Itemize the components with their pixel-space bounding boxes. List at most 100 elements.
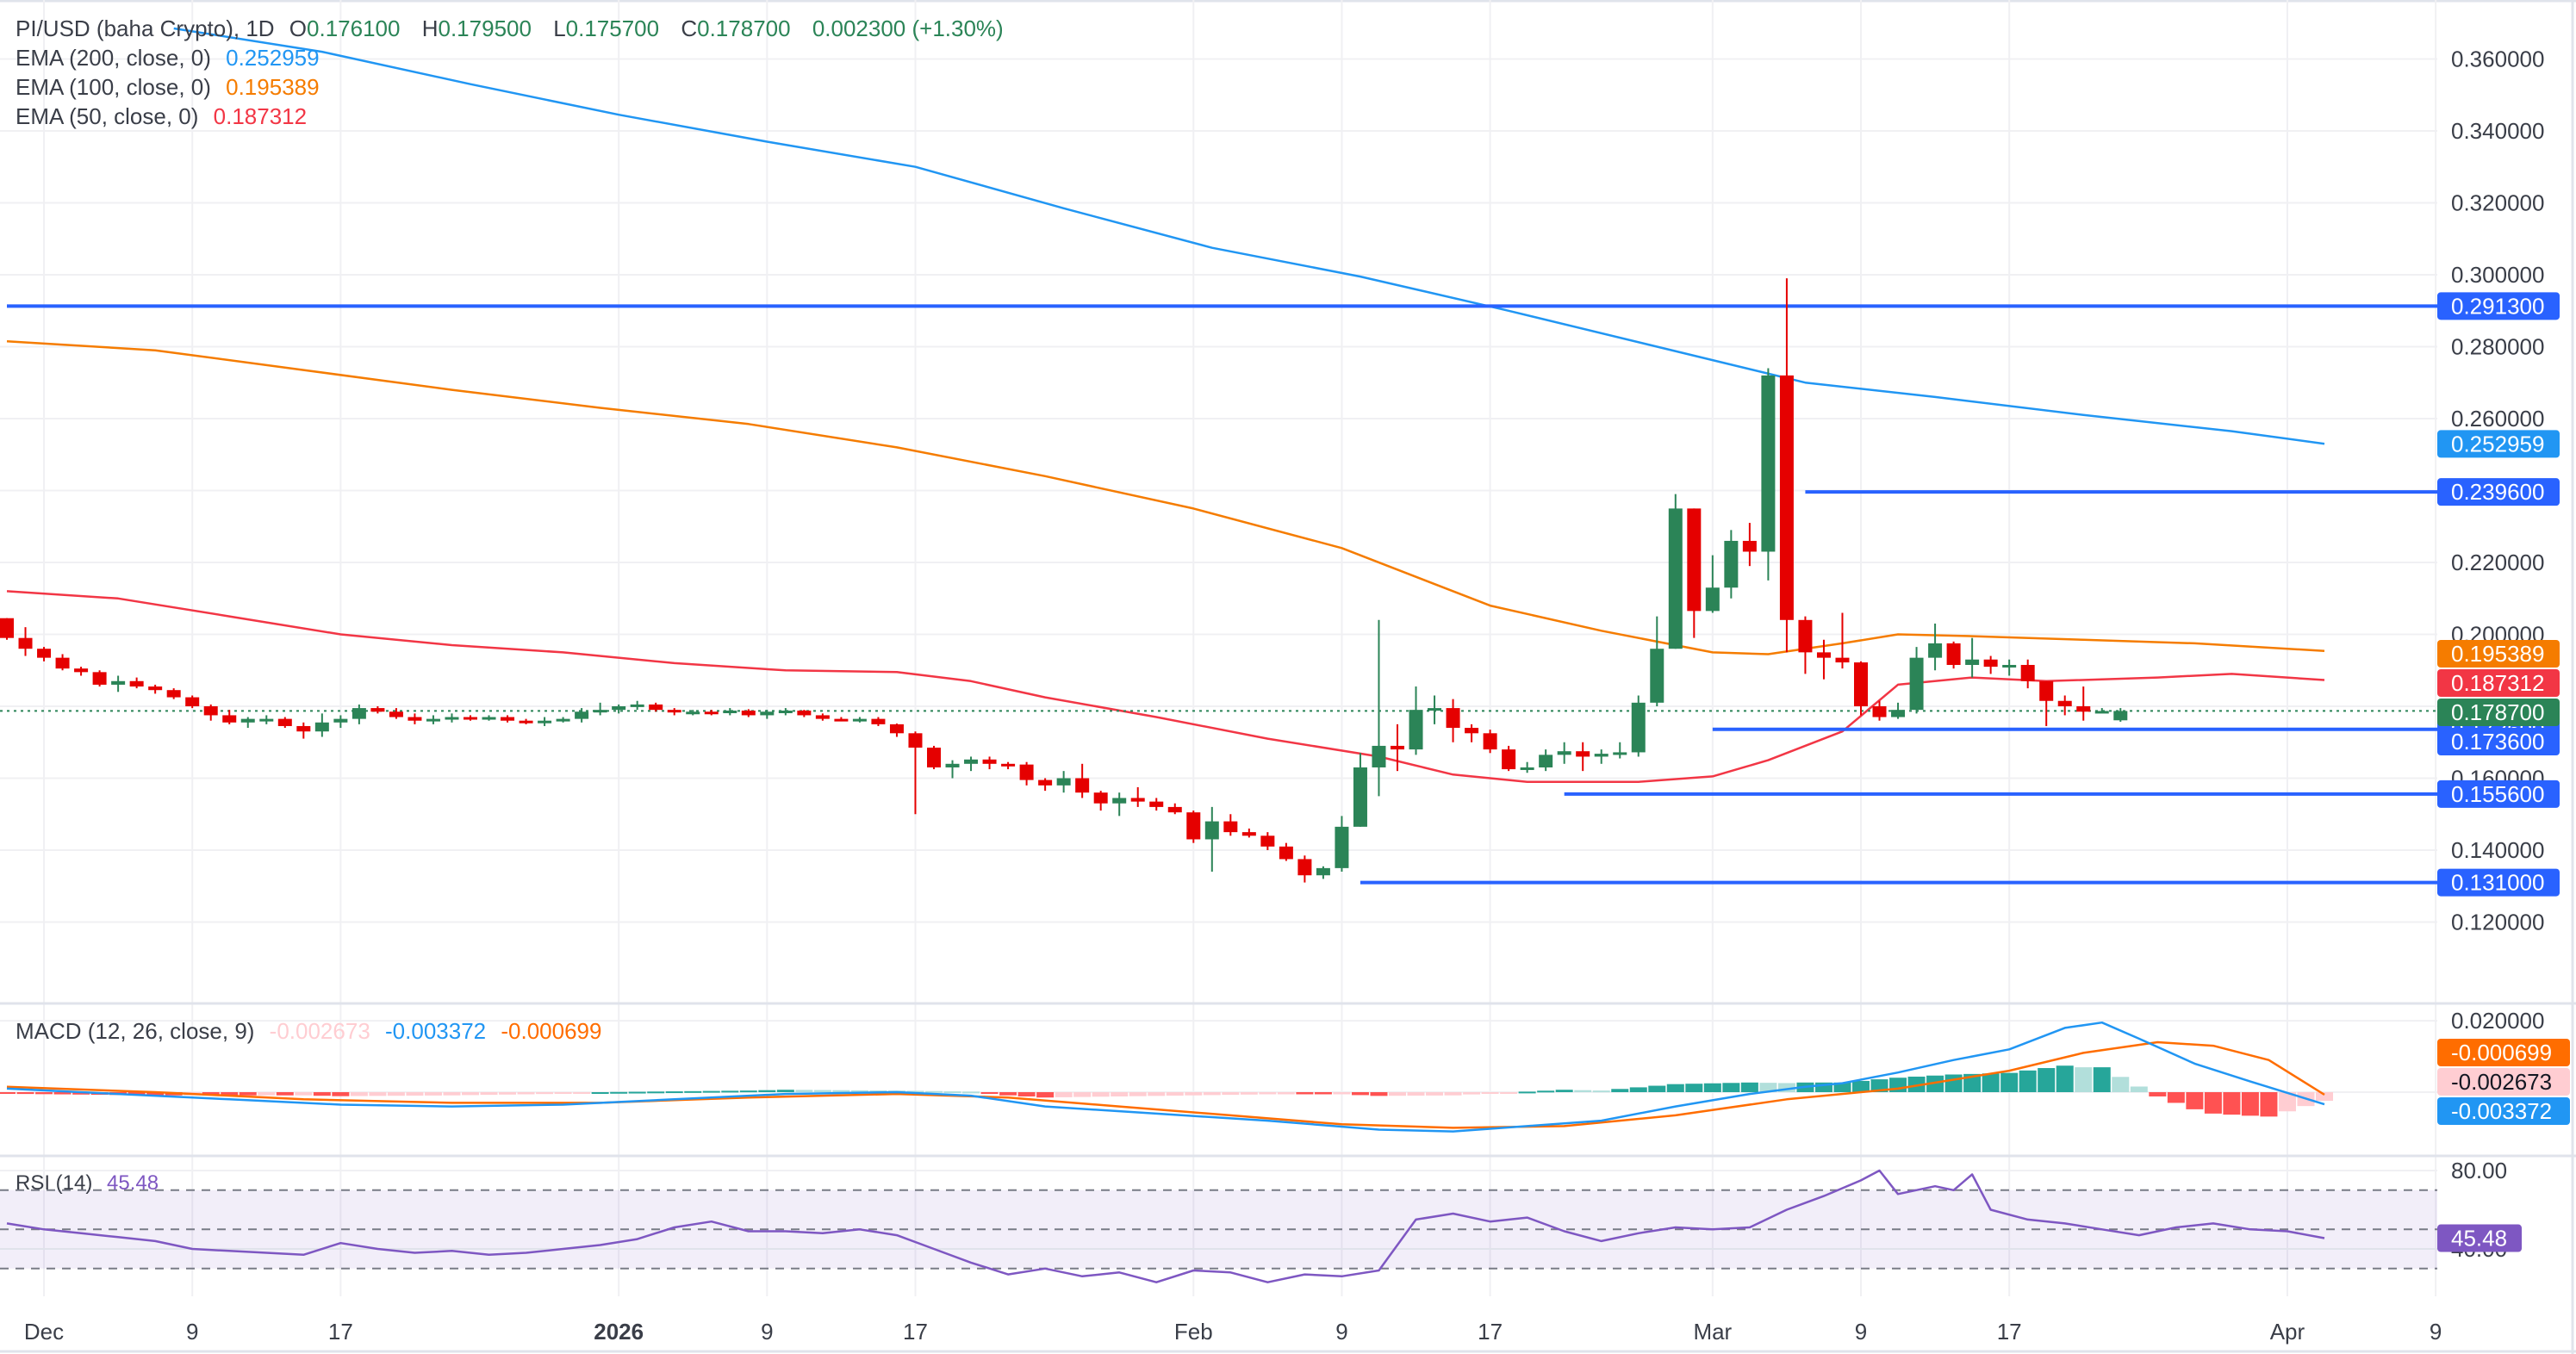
candle-body[interactable] — [464, 717, 477, 720]
candle-body[interactable] — [704, 711, 719, 715]
candle-body[interactable] — [1186, 812, 1201, 840]
candle-body[interactable] — [1112, 798, 1127, 804]
candle-body[interactable] — [203, 706, 218, 716]
candle-body[interactable] — [1650, 649, 1664, 703]
candle-body[interactable] — [889, 724, 904, 734]
candle-body[interactable] — [1241, 832, 1256, 836]
candle-body[interactable] — [1742, 540, 1757, 552]
ema200-legend[interactable]: EMA (200, close, 0) 0.252959 — [16, 43, 328, 72]
candle-body[interactable] — [1446, 708, 1460, 729]
candle-body[interactable] — [1687, 508, 1702, 612]
macd-hist-badge[interactable] — [2437, 1068, 2570, 1096]
candle-body[interactable] — [1223, 821, 1238, 833]
candle-body[interactable] — [1483, 733, 1497, 750]
candle-body[interactable] — [1965, 659, 1980, 665]
macd-line-badge[interactable] — [2437, 1097, 2570, 1125]
candle-body[interactable] — [1576, 751, 1590, 757]
candle-body[interactable] — [277, 718, 292, 726]
candle-body[interactable] — [556, 718, 570, 722]
candle-body[interactable] — [74, 668, 89, 673]
candle-body[interactable] — [667, 710, 681, 713]
candle-body[interactable] — [1075, 778, 1090, 793]
candle-body[interactable] — [1613, 752, 1627, 755]
ema50-legend[interactable]: EMA (50, close, 0) 0.187312 — [16, 102, 315, 131]
candle-body[interactable] — [1335, 826, 1349, 868]
candle-body[interactable] — [55, 657, 70, 669]
candle-body[interactable] — [1835, 657, 1850, 663]
candle-body[interactable] — [1409, 710, 1423, 750]
candle-body[interactable] — [908, 733, 923, 748]
candle-body[interactable] — [111, 680, 126, 685]
candle-body[interactable] — [1279, 846, 1293, 860]
candle-body[interactable] — [2020, 664, 2035, 681]
candle-body[interactable] — [723, 711, 737, 714]
candle-body[interactable] — [2057, 700, 2072, 706]
candle-body[interactable] — [1465, 728, 1479, 734]
candle-body[interactable] — [1428, 708, 1442, 711]
candle-body[interactable] — [1872, 706, 1887, 717]
candle-body[interactable] — [2076, 706, 2091, 712]
candle-body[interactable] — [649, 704, 663, 711]
candle-body[interactable] — [1816, 652, 1831, 658]
candle-body[interactable] — [389, 711, 403, 717]
candle-body[interactable] — [1316, 867, 1330, 876]
candle-body[interactable] — [2002, 664, 2017, 668]
candle-body[interactable] — [426, 718, 440, 722]
candle-body[interactable] — [408, 717, 422, 721]
candle-body[interactable] — [185, 697, 200, 706]
candle-body[interactable] — [1260, 835, 1275, 847]
candle-body[interactable] — [222, 715, 237, 723]
candle-body[interactable] — [686, 711, 700, 715]
candle-body[interactable] — [797, 711, 812, 716]
candle-body[interactable] — [370, 708, 385, 712]
candle-body[interactable] — [333, 718, 348, 723]
candle-body[interactable] — [1019, 764, 1034, 780]
candle-body[interactable] — [445, 717, 459, 720]
candle-body[interactable] — [352, 708, 366, 719]
candle-body[interactable] — [1038, 779, 1053, 786]
rsi-legend[interactable]: RSI (14) 45.48 — [16, 1169, 167, 1198]
candle-body[interactable] — [760, 711, 775, 716]
macd-signal-line[interactable] — [6, 1040, 2325, 1129]
ema100-legend[interactable]: EMA (100, close, 0) 0.195389 — [16, 72, 328, 102]
candle-body[interactable] — [630, 704, 644, 707]
candle-body[interactable] — [37, 649, 52, 658]
candle-body[interactable] — [0, 618, 14, 638]
candle-body[interactable] — [741, 711, 756, 716]
ema50-line[interactable] — [6, 590, 2325, 783]
candle-body[interactable] — [259, 718, 274, 722]
macd-line[interactable] — [6, 1021, 2325, 1133]
candle-body[interactable] — [871, 718, 886, 724]
candle-body[interactable] — [148, 686, 163, 691]
candle-body[interactable] — [1520, 767, 1534, 770]
candle-body[interactable] — [501, 717, 515, 721]
macd-signal-badge[interactable] — [2437, 1039, 2570, 1066]
candle-body[interactable] — [1761, 375, 1776, 552]
candle-body[interactable] — [1539, 755, 1553, 767]
candle-body[interactable] — [538, 720, 552, 724]
candle-body[interactable] — [1891, 710, 1906, 717]
candle-body[interactable] — [612, 706, 626, 711]
candle-body[interactable] — [1372, 745, 1386, 767]
candle-body[interactable] — [1557, 751, 1571, 755]
level-price-badge[interactable] — [2437, 868, 2560, 897]
candle-body[interactable] — [2113, 711, 2128, 721]
level-price-badge[interactable] — [2437, 728, 2560, 755]
rsi-value-badge[interactable] — [2437, 1224, 2522, 1252]
candle-body[interactable] — [593, 710, 607, 713]
candle-body[interactable] — [852, 718, 867, 722]
candle-body[interactable] — [1983, 659, 1998, 668]
candle-body[interactable] — [1631, 702, 1646, 753]
candle-body[interactable] — [1093, 792, 1108, 804]
candle-body[interactable] — [296, 725, 311, 732]
candle-body[interactable] — [1130, 798, 1145, 802]
rsi-line[interactable] — [6, 1169, 2325, 1283]
ema100-price-badge[interactable] — [2437, 640, 2560, 668]
candle-body[interactable] — [92, 672, 107, 685]
candle-body[interactable] — [964, 759, 979, 764]
candle-body[interactable] — [240, 718, 255, 723]
ema200-line[interactable] — [173, 27, 2325, 445]
candle-body[interactable] — [982, 759, 997, 764]
candle-body[interactable] — [166, 690, 181, 698]
